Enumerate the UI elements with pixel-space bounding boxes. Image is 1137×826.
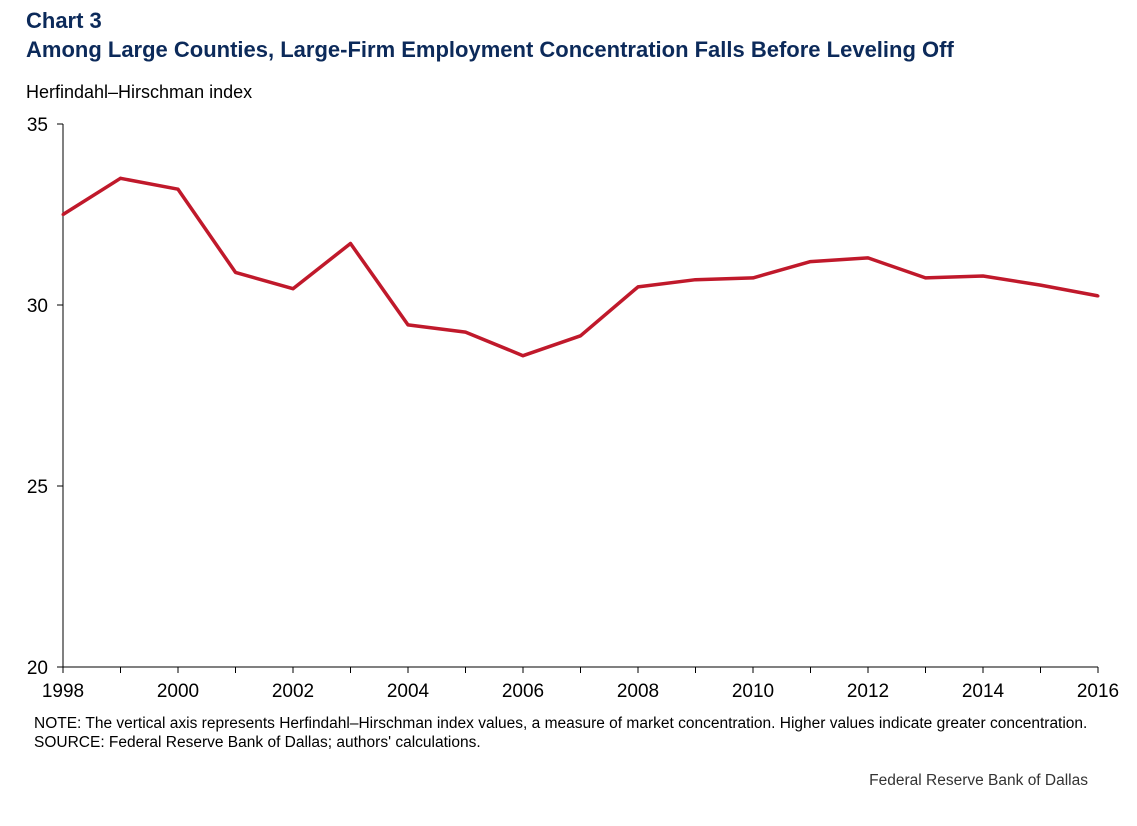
data-point [119,176,122,180]
data-point [751,276,755,280]
data-point [1096,294,1100,298]
data-point [694,278,697,282]
y-tick-label: 30 [27,296,48,317]
credit-text: Federal Reserve Bank of Dallas [869,772,1088,789]
y-axis-label: Herfindahl–Hirschman index [26,82,253,102]
data-point [924,276,927,280]
chart-number: Chart 3 [26,8,102,33]
data-point [981,274,985,278]
series-group [61,176,1100,358]
data-point [291,287,295,291]
data-point [809,260,812,264]
x-tick-label: 2004 [387,681,430,702]
data-point [406,323,410,327]
x-tick-label: 2000 [157,681,199,702]
y-tick-label: 20 [27,658,48,679]
y-axis-ticks: 20 25 30 35 [27,115,63,679]
x-tick-label: 1998 [42,681,84,702]
x-tick-label: 2016 [1077,681,1119,702]
x-axis-ticks: 1998 2000 2002 2004 2006 2008 2010 2012 2014 2016 [42,667,1119,702]
x-tick-label: 2010 [732,681,774,702]
data-point [636,285,640,289]
data-point [464,330,467,334]
y-tick-label: 25 [27,477,48,498]
data-point [866,256,870,260]
x-tick-label: 2002 [272,681,314,702]
data-point [1039,283,1042,287]
x-tick-label: 2008 [617,681,659,702]
axes [62,124,1098,668]
chart-title: Among Large Counties, Large-Firm Employm… [26,37,954,62]
series-line [62,176,1099,358]
source-text: SOURCE: Federal Reserve Bank of Dallas; … [34,734,481,751]
data-point [61,213,65,216]
x-tick-label: 2012 [847,681,889,702]
data-point [579,334,582,338]
x-tick-label: 2014 [962,681,1005,702]
data-point [521,354,525,358]
x-tick-label: 2006 [502,681,544,702]
chart-notes: NOTE: The vertical axis represents Herfi… [34,714,1094,752]
data-point [234,270,237,274]
note-text: NOTE: The vertical axis represents Herfi… [34,715,1088,732]
y-tick-label: 35 [27,115,48,136]
data-point [176,187,180,191]
data-point [349,241,352,245]
